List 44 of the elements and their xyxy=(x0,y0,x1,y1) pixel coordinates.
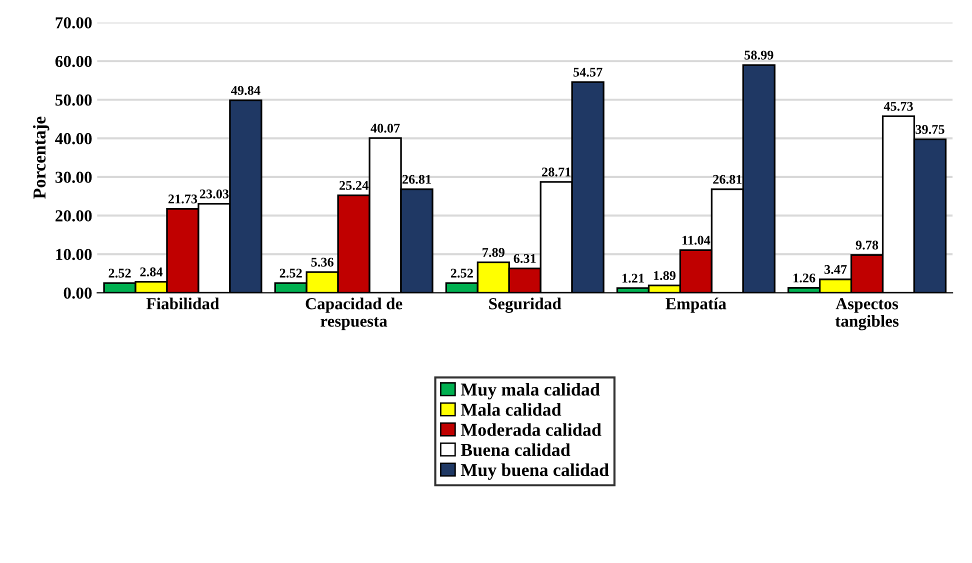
data-label: 1.26 xyxy=(794,274,816,282)
data-label: 2.52 xyxy=(450,268,473,278)
x-tick-label: Empatía xyxy=(666,298,726,313)
x-tick-label: Capacidad de respuesta xyxy=(306,298,402,330)
data-label: 40.07 xyxy=(370,124,400,133)
legend-label: Muy mala calidad xyxy=(460,382,600,400)
data-label: 23.03 xyxy=(200,189,229,198)
y-tick-label: 0.00 xyxy=(64,287,92,299)
x-tick-label: Seguridad xyxy=(489,298,562,313)
data-label: 39.75 xyxy=(916,124,944,134)
data-label: 26.81 xyxy=(713,174,742,184)
data-label: 6.31 xyxy=(514,254,536,263)
data-label: 58.99 xyxy=(744,50,774,60)
y-tick-label: 60.00 xyxy=(55,56,92,68)
data-label: 9.78 xyxy=(856,240,878,250)
data-label: 7.89 xyxy=(482,248,504,257)
legend-label: Muy buena calidad xyxy=(460,463,609,480)
data-label: 1.21 xyxy=(622,274,644,283)
data-label: 26.81 xyxy=(402,174,431,184)
data-label: 2.52 xyxy=(108,268,131,278)
data-label: 5.36 xyxy=(311,258,334,267)
y-tick-label: 70.00 xyxy=(56,17,92,29)
y-axis-title: Porcentaje xyxy=(32,116,50,199)
x-tick-label: Aspectos tangibles xyxy=(835,298,899,330)
y-tick-label: 40.00 xyxy=(55,133,92,144)
data-label: 2.52 xyxy=(280,268,302,278)
x-tick-label: Fiabilidad xyxy=(146,298,220,310)
data-label: 21.73 xyxy=(168,194,198,204)
y-tick-label: 20.00 xyxy=(56,210,92,222)
legend-label: Buena calidad xyxy=(460,443,570,456)
data-label: 49.84 xyxy=(231,86,260,95)
data-label: 28.71 xyxy=(542,168,571,177)
legend-label: Mala calidad xyxy=(460,403,562,416)
data-label: 2.84 xyxy=(140,267,163,276)
data-label: 3.47 xyxy=(824,265,847,274)
y-tick-label: 50.00 xyxy=(56,94,92,106)
legend-label: Moderada calidad xyxy=(460,423,602,436)
data-label: 54.57 xyxy=(574,68,602,77)
data-label: 1.89 xyxy=(654,271,676,280)
y-tick-label: 30.00 xyxy=(55,172,92,183)
y-tick-label: 10.00 xyxy=(56,248,92,260)
data-label: 11.04 xyxy=(682,236,710,245)
data-label: 45.73 xyxy=(884,102,913,111)
data-label: 25.24 xyxy=(340,180,368,190)
